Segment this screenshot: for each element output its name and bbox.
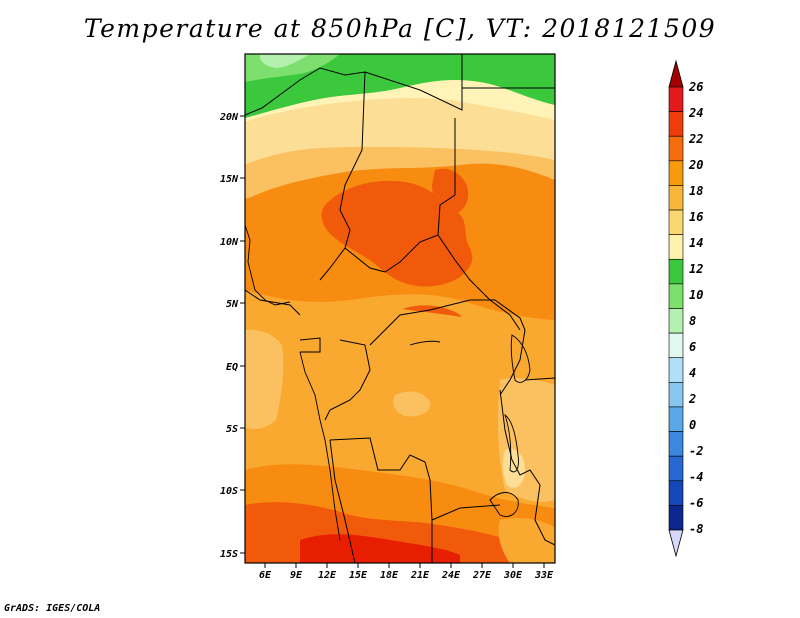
colorbar-label: -2: [689, 444, 703, 458]
colorbar-box: [668, 111, 684, 137]
colorbar-label: 24: [688, 106, 703, 120]
colorbar-box: [668, 357, 684, 383]
lat-label: 5N: [226, 299, 239, 310]
colorbar-label: -4: [689, 470, 703, 484]
colorbar-box: [668, 283, 684, 309]
axis-ticks: [240, 115, 545, 568]
colorbar-label: 16: [689, 210, 703, 224]
lat-label: 10N: [220, 237, 239, 248]
colorbar: 26 24 22 20 18 16 14 12 10 8 6 4 2 0 -2 …: [668, 59, 703, 558]
coastlines: [245, 224, 531, 541]
colorbar-box: [668, 209, 684, 235]
lat-label: EQ: [226, 362, 238, 373]
lon-label: 6E: [259, 570, 272, 581]
temperature-field: [245, 54, 555, 563]
colorbar-label: 12: [689, 262, 703, 276]
colorbar-box: [668, 382, 684, 408]
colorbar-box: [668, 86, 684, 112]
country-borders: [245, 54, 555, 563]
colorbar-label: 18: [689, 184, 703, 198]
field-east-cool: [502, 448, 525, 488]
colorbar-label: 4: [689, 366, 696, 380]
lon-labels: 6E 9E 12E 15E 18E 21E 24E 27E 30E 33E: [259, 570, 554, 581]
field-band-green: [245, 54, 555, 118]
colorbar-label: 0: [689, 418, 696, 432]
colorbar-label: 14: [689, 236, 703, 250]
lon-label: 27E: [472, 570, 492, 581]
lat-label: 20N: [219, 112, 239, 123]
lon-label: 9E: [290, 570, 303, 581]
field-light-center: [297, 304, 530, 431]
field-south-hottest: [300, 534, 460, 563]
colorbar-label: 8: [689, 314, 696, 328]
colorbar-label: 20: [688, 158, 703, 172]
field-hot-patch-east: [432, 168, 469, 215]
lon-label: 12E: [318, 570, 337, 581]
field-hot-core: [321, 180, 473, 287]
colorbar-label: 10: [689, 288, 703, 302]
colorbar-box: [668, 135, 684, 162]
grads-credit: GrADS: IGES/COLA: [4, 603, 101, 614]
colorbar-box: [668, 406, 684, 432]
lon-label: 15E: [349, 570, 368, 581]
colorbar-label: 26: [688, 80, 703, 94]
field-pale-patch: [393, 391, 431, 417]
lon-label: 18E: [380, 570, 399, 581]
chart-title: Temperature at 850hPa [C], VT: 201812150…: [83, 14, 717, 43]
colorbar-box: [668, 480, 684, 506]
colorbar-box: [668, 431, 684, 457]
field-west-coast: [245, 329, 284, 430]
colorbar-box: [668, 258, 684, 285]
colorbar-label: -8: [689, 522, 703, 536]
colorbar-box: [668, 332, 684, 359]
map-frame: [244, 53, 556, 564]
lon-label: 30E: [503, 570, 523, 581]
lon-label: 33E: [534, 570, 554, 581]
lon-label: 24E: [441, 570, 461, 581]
field-band-palegreen: [260, 54, 310, 68]
colorbar-box: [668, 185, 684, 211]
lat-label: 15N: [220, 174, 239, 185]
lon-label: 21E: [410, 570, 430, 581]
colorbar-label: 22: [688, 132, 703, 146]
lat-labels: 20N 15N 10N 5N EQ 5S 10S 15S: [219, 112, 239, 560]
colorbar-arrow-top: [668, 59, 684, 88]
colorbar-box: [668, 234, 684, 260]
field-southeast: [498, 517, 555, 563]
lat-label: 15S: [220, 549, 238, 560]
lat-label: 5S: [226, 424, 238, 435]
colorbar-arrow-bottom: [668, 529, 684, 558]
colorbar-box: [668, 455, 684, 482]
colorbar-box: [668, 505, 684, 531]
colorbar-box: [668, 308, 684, 334]
colorbar-box: [668, 160, 684, 186]
colorbar-label: 2: [688, 392, 696, 406]
lat-label: 10S: [220, 486, 238, 497]
colorbar-label: 6: [689, 340, 696, 354]
colorbar-label: -6: [689, 496, 703, 510]
field-orange-patch: [469, 236, 516, 269]
